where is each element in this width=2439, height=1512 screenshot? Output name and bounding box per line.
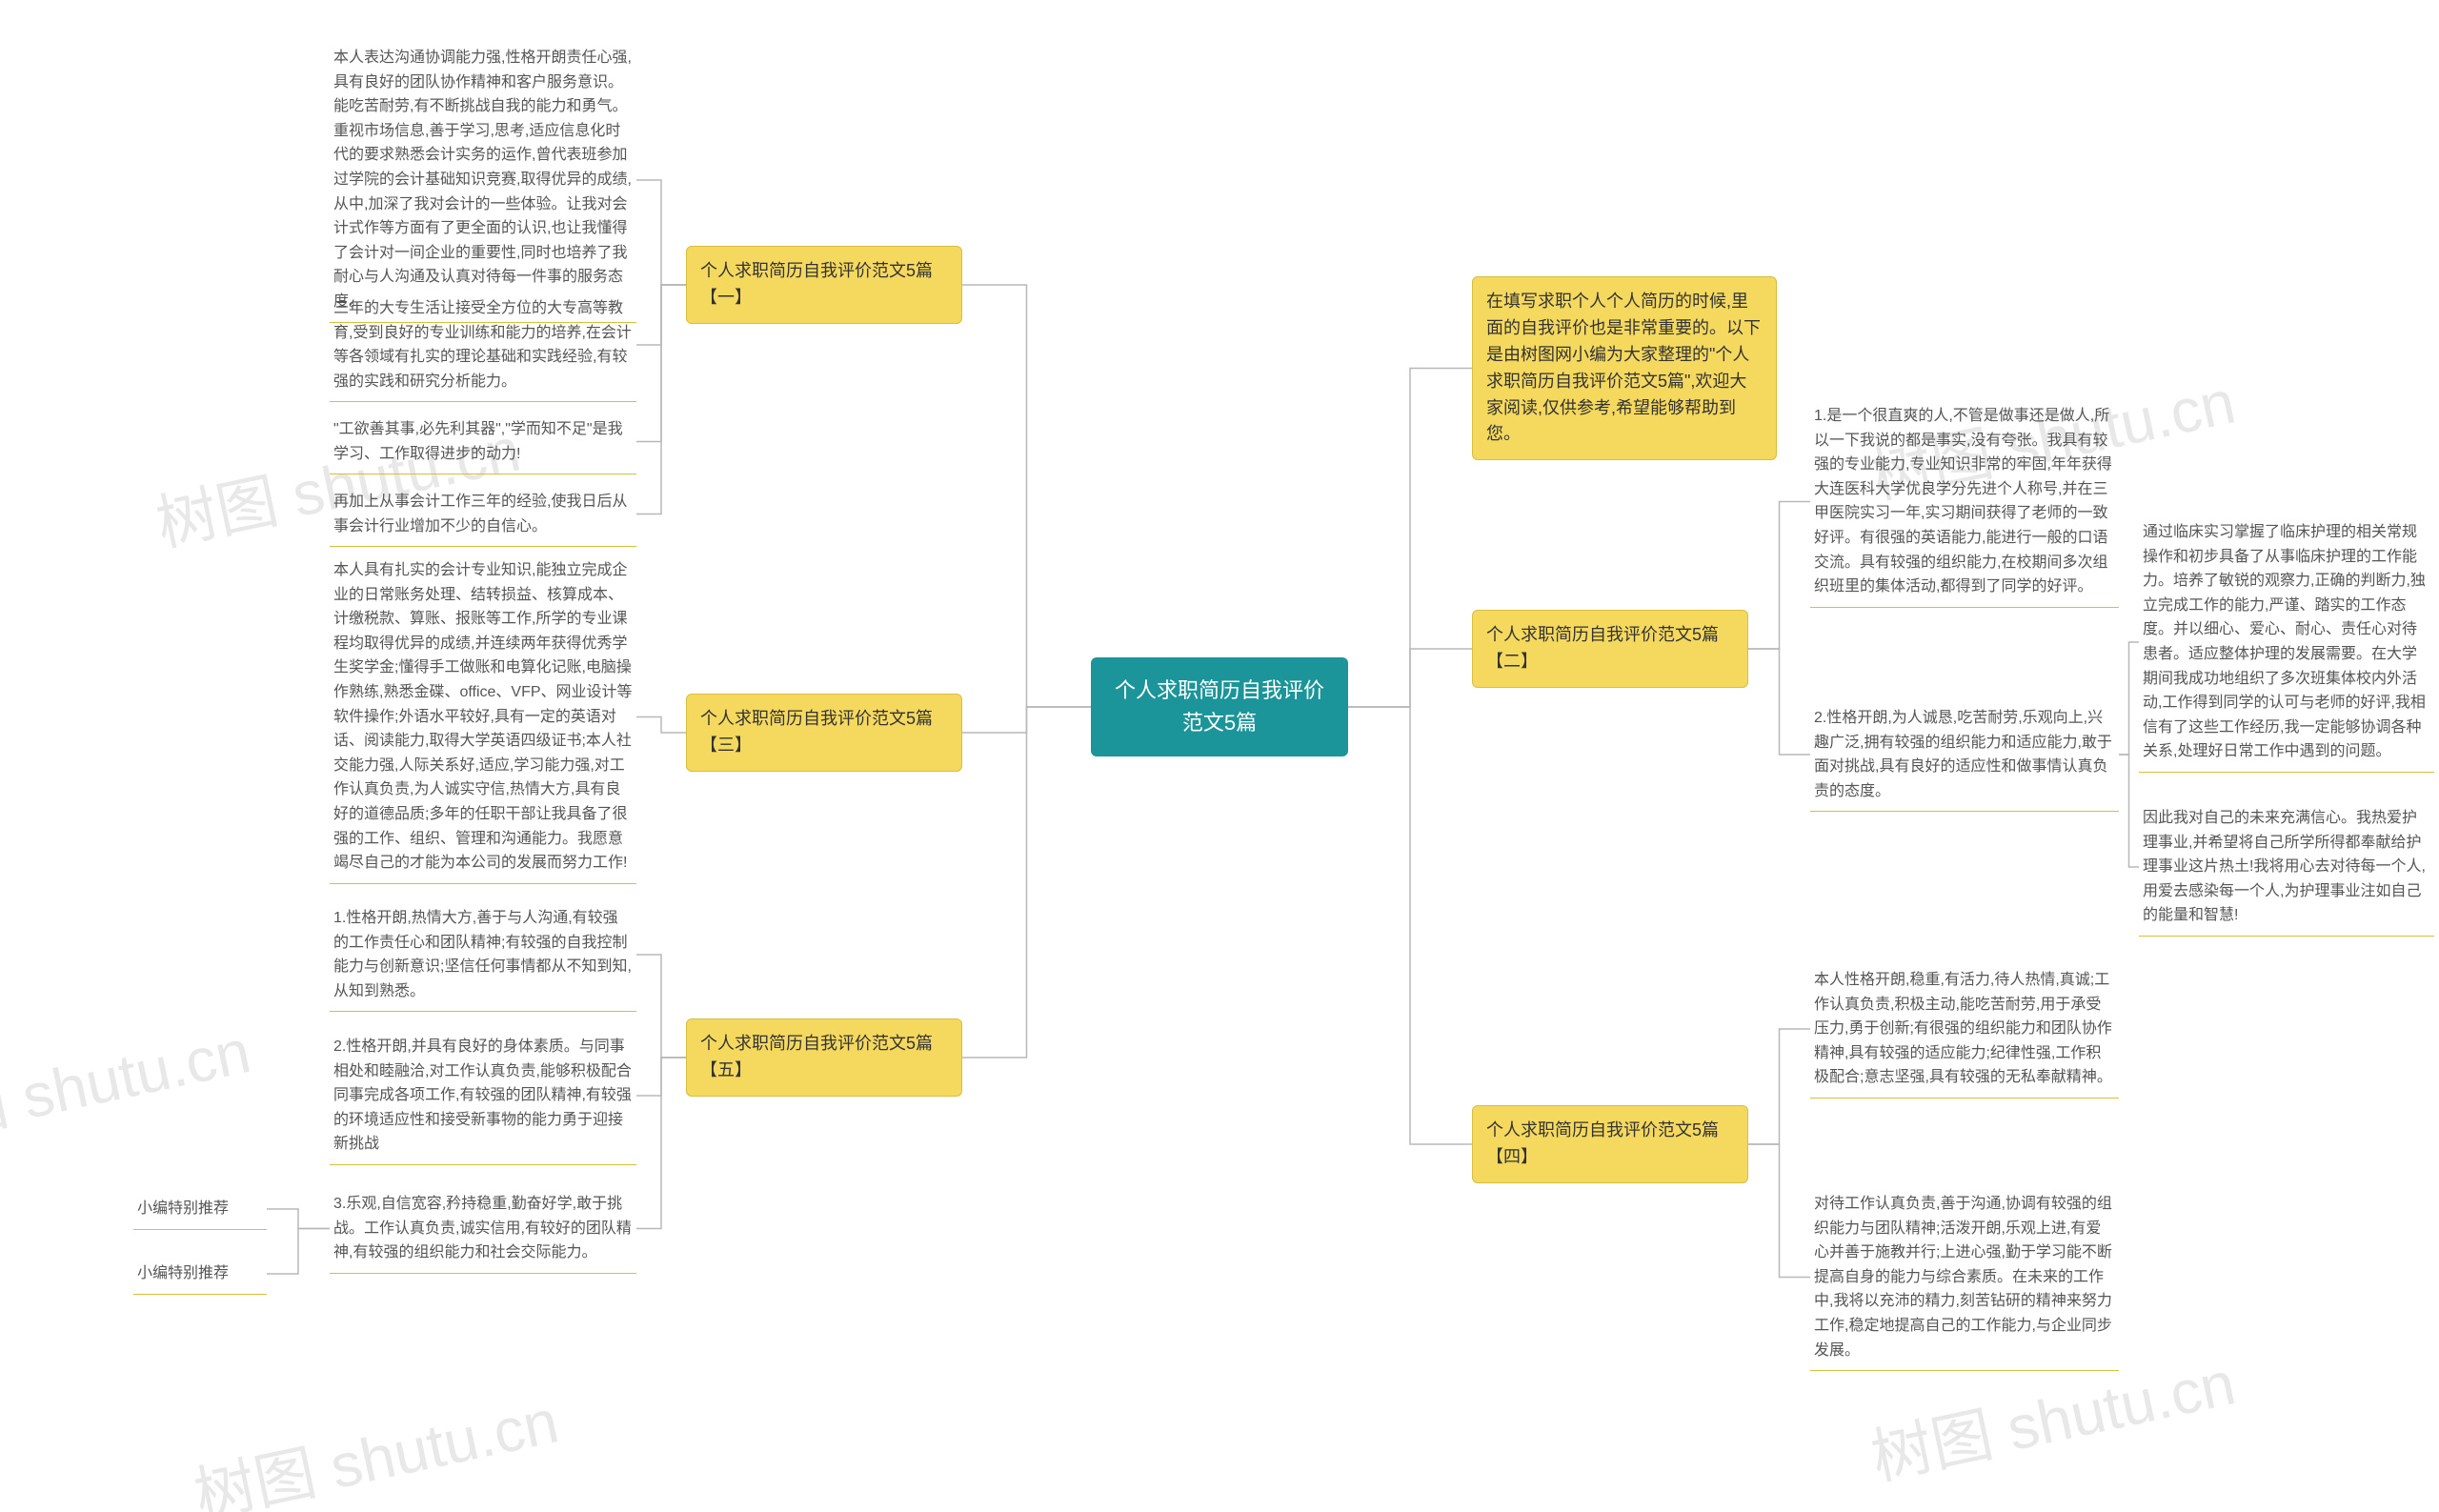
leaf-underline: [1810, 1098, 2119, 1099]
leaf-node: 3.乐观,自信宽容,矜持稳重,勤奋好学,敢于挑战。工作认真负责,诚实信用,有较好…: [330, 1186, 636, 1271]
leaf-underline: [133, 1229, 267, 1230]
branch-node-left: 个人求职简历自我评价范文5篇【三】: [686, 694, 962, 772]
branch-node-right: 个人求职简历自我评价范文5篇【四】: [1472, 1105, 1748, 1183]
subleaf-node: 小编特别推荐: [133, 1191, 267, 1227]
leaf-node: 2.性格开朗,并具有良好的身体素质。与同事相处和睦融洽,对工作认真负责,能够积极…: [330, 1029, 636, 1162]
leaf-underline: [2139, 936, 2434, 937]
leaf-node: 本人性格开朗,稳重,有活力,待人热情,真诚;工作认真负责,积极主动,能吃苦耐劳,…: [1810, 962, 2119, 1096]
leaf-node: 再加上从事会计工作三年的经验,使我日后从事会计行业增加不少的自信心。: [330, 484, 636, 544]
leaf-underline: [2139, 772, 2434, 773]
leaf-node: 1.性格开朗,热情大方,善于与人沟通,有较强的工作责任心和团队精神;有较强的自我…: [330, 900, 636, 1009]
leaf-underline: [330, 883, 636, 884]
subleaf-node: 因此我对自己的未来充满信心。我热爱护理事业,并希望将自己所学所得都奉献给护理事业…: [2139, 800, 2434, 934]
leaf-underline: [1810, 607, 2119, 608]
branch-node-left: 个人求职简历自我评价范文5篇【五】: [686, 1018, 962, 1097]
leaf-node: 本人表达沟通协调能力强,性格开朗责任心强,具有良好的团队协作精神和客户服务意识。…: [330, 40, 636, 320]
subleaf-node: 小编特别推荐: [133, 1256, 267, 1292]
leaf-node: 对待工作认真负责,善于沟通,协调有较强的组织能力与团队精神;活泼开朗,乐观上进,…: [1810, 1186, 2119, 1368]
branch-node-left: 个人求职简历自我评价范文5篇【一】: [686, 246, 962, 324]
watermark: 图 shutu.cn: [0, 1002, 257, 1152]
leaf-underline: [330, 1273, 636, 1274]
leaf-node: "工欲善其事,必先利其器","学而知不足"是我学习、工作取得进步的动力!: [330, 412, 636, 472]
leaf-underline: [330, 546, 636, 547]
leaf-underline: [330, 401, 636, 402]
leaf-underline: [1810, 811, 2119, 812]
center-node: 个人求职简历自我评价范文5篇: [1091, 657, 1348, 756]
leaf-node: 本人具有扎实的会计专业知识,能独立完成企业的日常账务处理、结转损益、核算成本、计…: [330, 553, 636, 881]
subleaf-node: 通过临床实习掌握了临床护理的相关常规操作和初步具备了从事临床护理的工作能力。培养…: [2139, 514, 2434, 770]
leaf-underline: [133, 1294, 267, 1295]
leaf-underline: [1810, 1370, 2119, 1371]
leaf-node: 1.是一个很直爽的人,不管是做事还是做人,所以一下我说的都是事实,没有夸张。我具…: [1810, 398, 2119, 605]
watermark: 树图 shutu.cn: [186, 1373, 565, 1512]
intro-node: 在填写求职个人个人简历的时候,里面的自我评价也是非常重要的。以下是由树图网小编为…: [1472, 276, 1777, 460]
leaf-node: 三年的大专生活让接受全方位的大专高等教育,受到良好的专业训练和能力的培养,在会计…: [330, 291, 636, 399]
leaf-underline: [330, 1011, 636, 1012]
leaf-underline: [330, 1164, 636, 1165]
leaf-node: 2.性格开朗,为人诚恳,吃苦耐劳,乐观向上,兴趣广泛,拥有较强的组织能力和适应能…: [1810, 700, 2119, 809]
branch-node-right: 个人求职简历自我评价范文5篇【二】: [1472, 610, 1748, 688]
